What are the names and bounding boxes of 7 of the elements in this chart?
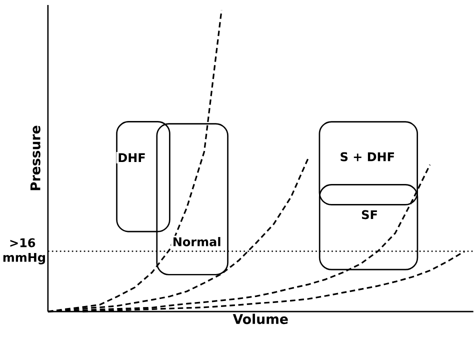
annotation: S + DHF	[340, 152, 394, 162]
ref-line-label: >16 mmHg	[3, 238, 45, 265]
x-axis-title: Volume	[232, 314, 288, 324]
annotation: Normal	[174, 237, 220, 247]
y-axis-title: Pressure	[30, 126, 40, 190]
annotation: SF	[362, 210, 377, 220]
annotation: DHF	[118, 154, 145, 162]
